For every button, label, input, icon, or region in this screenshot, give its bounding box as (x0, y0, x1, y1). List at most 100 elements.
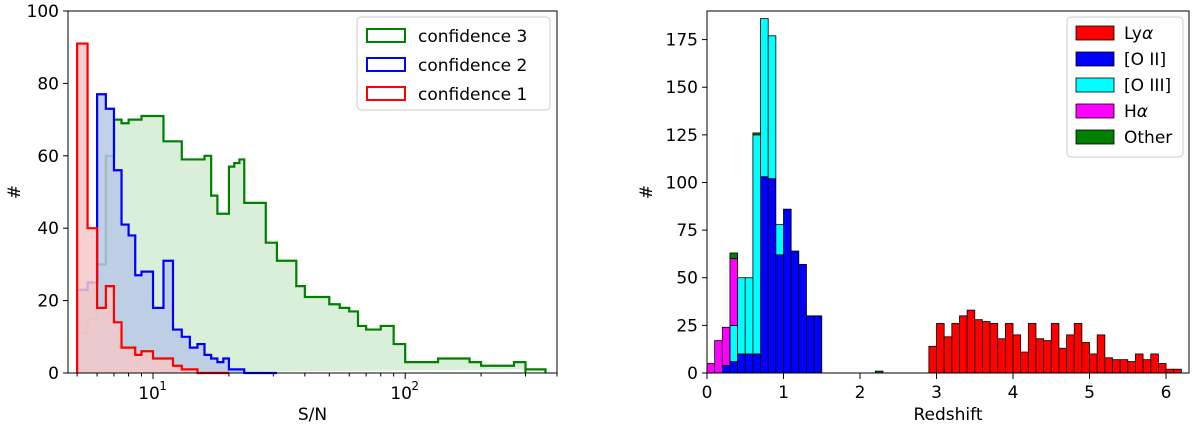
x-tick-label: 10 2 (390, 379, 419, 404)
series-confidence-1 (76, 42, 229, 375)
x-tick-label: 6 (1161, 383, 1172, 403)
bar (1043, 340, 1052, 374)
bar (1027, 323, 1037, 374)
legend-label: Lyα (1124, 24, 1153, 44)
x-tick-base: 10 (138, 384, 160, 404)
series--O-III- (729, 18, 784, 362)
legend-label: confidence 3 (418, 27, 527, 47)
bar (1066, 334, 1075, 374)
bar (928, 345, 937, 374)
bar (1119, 359, 1129, 374)
series-fill (77, 43, 229, 373)
bar (767, 178, 777, 374)
y-tick-label: 80 (37, 74, 59, 94)
bar (943, 336, 953, 374)
legend-label: [O II] (1124, 50, 1166, 70)
bar (721, 364, 731, 374)
y-tick-label: 150 (666, 78, 698, 98)
bar (729, 258, 739, 326)
bar (1089, 353, 1098, 374)
legend-label: Hα (1124, 102, 1148, 122)
bar (783, 208, 792, 374)
y-tick-label: 0 (48, 364, 59, 384)
bar (1112, 359, 1121, 374)
bar (767, 35, 777, 180)
bar (1050, 323, 1060, 374)
x-tick-label: 10 1 (138, 379, 167, 404)
legend-label-text: Ly (1124, 24, 1142, 44)
bar (744, 353, 754, 374)
x-tick-exponent: 2 (411, 379, 419, 393)
legend: confidence 3 confidence 2 confidence 1 (356, 16, 551, 111)
legend-label-greek: α (1137, 102, 1148, 122)
bar (1058, 347, 1067, 374)
legend-swatch (1075, 51, 1115, 67)
bar (1142, 359, 1152, 374)
x-tick-base: 10 (390, 384, 412, 404)
bar (982, 321, 991, 374)
right-axes-frame (706, 10, 1190, 374)
bar (737, 277, 746, 355)
series-confidence-3 (76, 114, 547, 373)
bar (798, 263, 807, 374)
left-axes-frame (67, 10, 558, 374)
bar (760, 18, 769, 178)
bar (1165, 368, 1175, 374)
series-fill (77, 94, 277, 373)
bar (1104, 357, 1113, 374)
bar (974, 319, 983, 374)
series-confidence-2 (76, 93, 277, 375)
legend-label: confidence 2 (418, 56, 527, 76)
y-tick-label: 75 (676, 221, 698, 241)
bar (1150, 353, 1159, 374)
series-outline (76, 93, 277, 375)
legend-swatch (1075, 77, 1115, 93)
bar (790, 250, 800, 374)
legend-label-text: H (1124, 102, 1137, 122)
bar (959, 315, 968, 374)
series-Ly (928, 309, 1182, 374)
bar (997, 338, 1006, 374)
series--O-II- (721, 176, 823, 374)
x-axis-label: S/N (298, 405, 327, 425)
bar (1012, 334, 1022, 374)
bar (760, 176, 769, 374)
bar (1096, 334, 1106, 374)
bar (813, 315, 823, 374)
legend-swatch (366, 28, 406, 43)
bar (966, 309, 976, 374)
bar (706, 363, 716, 374)
bar (752, 134, 761, 355)
y-tick-label: 20 (37, 292, 59, 312)
x-tick-label: 5 (1084, 383, 1095, 403)
y-tick-label: 100 (27, 2, 59, 22)
bar (1135, 353, 1144, 374)
series-outline (76, 42, 229, 375)
bar (1073, 323, 1083, 374)
bar (775, 254, 784, 374)
bar (1081, 342, 1090, 374)
bar (775, 223, 784, 256)
x-tick-label: 1 (778, 383, 789, 403)
y-tick-label: 100 (666, 173, 698, 193)
bar (737, 353, 746, 374)
legend-swatch (1075, 25, 1115, 41)
bar (936, 323, 945, 374)
x-tick-label: 0 (702, 383, 713, 403)
legend-label: confidence 1 (418, 85, 527, 105)
bar (752, 132, 761, 136)
bar (1157, 363, 1167, 374)
y-tick-label: 0 (687, 364, 698, 384)
legend-swatch (366, 57, 406, 72)
bar (951, 323, 960, 374)
bar (752, 353, 761, 374)
bar (1127, 361, 1136, 374)
series-outline (76, 114, 527, 373)
bar (989, 323, 999, 374)
legend-label-text: [O II] (1124, 50, 1166, 70)
bar (1020, 351, 1029, 374)
bar (729, 324, 739, 362)
